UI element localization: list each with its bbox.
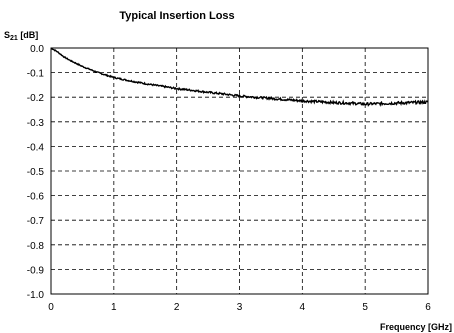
x-tick-label: 1 — [111, 302, 117, 313]
s21-series-line — [50, 47, 429, 107]
plot-area — [50, 47, 429, 295]
grid-lines — [51, 48, 428, 294]
y-tick-label: -0.8 — [27, 241, 45, 252]
y-tick-label: -0.1 — [27, 69, 45, 80]
y-tick-label: -0.7 — [27, 216, 45, 227]
y-tick-label: -0.2 — [27, 93, 45, 104]
x-tick-label: 3 — [237, 302, 243, 313]
x-tick-label: 2 — [174, 302, 180, 313]
y-axis-label-main: S — [4, 30, 10, 40]
y-tick-label: -0.4 — [27, 142, 45, 153]
y-tick-labels: 0.0 -0.1 -0.2 -0.3 -0.4 -0.5 -0.6 -0.7 -0.8 -0.9 -… — [27, 44, 45, 301]
y-axis-label: S21 [dB] — [4, 30, 38, 42]
x-tick-label: 4 — [300, 302, 306, 313]
y-axis-label-unit: [dB] — [18, 30, 39, 40]
y-axis-label-subscript: 21 — [10, 35, 18, 42]
y-tick-label: -0.9 — [27, 265, 45, 276]
y-tick-label: -1.0 — [27, 290, 45, 301]
x-tick-label: 6 — [425, 302, 431, 313]
x-tick-labels: 0 1 2 3 4 5 6 — [48, 302, 431, 313]
chart-title: Typical Insertion Loss — [119, 10, 234, 22]
y-tick-label: -0.3 — [27, 118, 45, 129]
x-axis-label: Frequency [GHz] — [380, 322, 452, 332]
x-tick-label: 5 — [362, 302, 368, 313]
x-tick-label: 0 — [48, 302, 54, 313]
y-tick-label: -0.5 — [27, 167, 45, 178]
y-tick-label: -0.6 — [27, 192, 45, 203]
y-tick-label: 0.0 — [30, 44, 44, 55]
